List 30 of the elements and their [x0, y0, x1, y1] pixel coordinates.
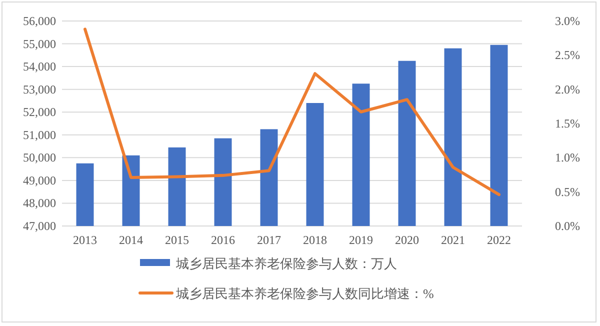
x-tick-label: 2017 [257, 233, 281, 247]
y-tick-label: 51,000 [23, 128, 56, 142]
y2-tick-label: 0.0% [555, 219, 580, 233]
x-tick-label: 2015 [165, 233, 189, 247]
y-tick-label: 56,000 [23, 14, 56, 28]
x-tick-label: 2022 [487, 233, 511, 247]
y-tick-label: 54,000 [23, 60, 56, 74]
y-tick-label: 47,000 [23, 219, 56, 233]
y2-tick-label: 1.0% [555, 150, 580, 165]
line-series [84, 28, 500, 196]
legend-label: 城乡居民基本养老保险参与人数：万人 [175, 256, 397, 271]
x-tick-label: 2016 [211, 233, 235, 247]
y-tick-label: 49,000 [23, 173, 56, 188]
y2-tick-label: 2.0% [555, 82, 580, 96]
y2-tick-label: 0.5% [555, 184, 580, 199]
x-tick-label: 2018 [303, 233, 327, 247]
y2-tick-label: 3.0% [555, 14, 580, 28]
x-tick-label: 2019 [349, 233, 373, 247]
x-tick-label: 2020 [395, 233, 419, 247]
y2-tick-label: 2.5% [555, 48, 580, 62]
y2-tick-label: 1.5% [555, 116, 580, 130]
x-tick-label: 2013 [73, 233, 97, 247]
y-tick-label: 48,000 [23, 196, 56, 210]
x-tick-label: 2014 [119, 233, 143, 247]
legend-label: 城乡居民基本养老保险参与人数同比增速：% [175, 286, 434, 301]
y-tick-label: 55,000 [23, 36, 56, 51]
y-tick-label: 52,000 [23, 105, 56, 120]
y-tick-label: 50,000 [23, 150, 56, 165]
x-tick-label: 2021 [441, 233, 465, 247]
y-tick-label: 53,000 [23, 82, 56, 96]
